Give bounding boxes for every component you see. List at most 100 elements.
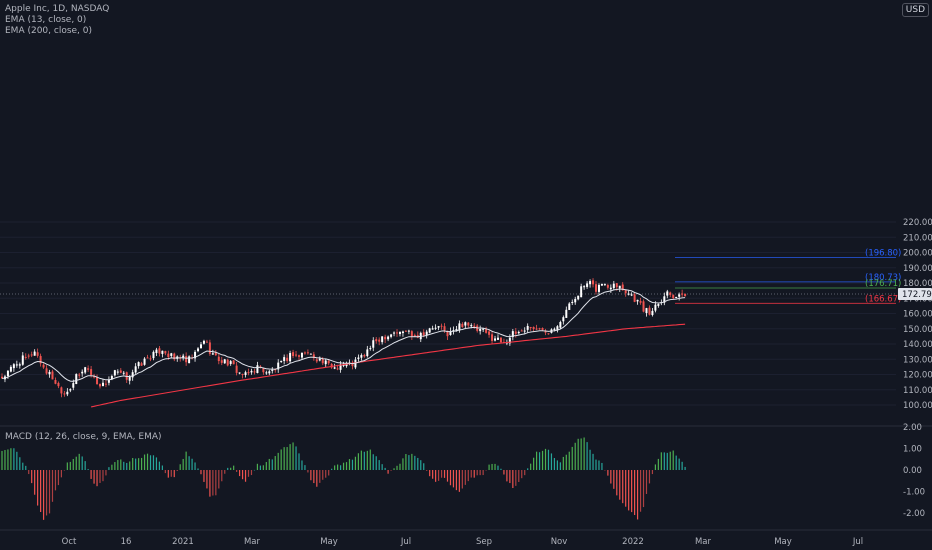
price-tick-label: 210.00 xyxy=(903,233,932,243)
macd-bar xyxy=(351,459,354,470)
macd-bar xyxy=(556,460,558,470)
macd-bar xyxy=(372,454,374,470)
candle-body xyxy=(185,356,188,363)
macd-bar xyxy=(313,470,315,484)
macd-bar xyxy=(366,450,368,470)
candle-body xyxy=(253,371,256,373)
candle-body xyxy=(286,357,289,361)
macd-bar xyxy=(378,460,380,470)
candle-body xyxy=(636,299,639,302)
macd-bar xyxy=(295,446,297,470)
candle-body xyxy=(116,371,119,373)
candle-body xyxy=(681,293,684,295)
price-tick-label: 200.00 xyxy=(903,249,932,259)
candle-body xyxy=(422,332,425,336)
macd-bar xyxy=(494,463,496,470)
macd-bar xyxy=(470,470,472,478)
macd-bar xyxy=(405,453,407,470)
candle-body xyxy=(621,284,624,291)
symbol-legend[interactable]: Apple Inc, 1D, NASDAQ EMA (13, close, 0)… xyxy=(5,4,109,37)
level-label: (166.67) xyxy=(865,294,901,304)
candle-body xyxy=(657,304,660,306)
macd-legend[interactable]: MACD (12, 26, close, 9, EMA, EMA) xyxy=(5,432,162,442)
macd-bar xyxy=(126,462,128,470)
candle-body xyxy=(413,335,416,337)
candle-body xyxy=(167,353,170,357)
macd-bar xyxy=(636,470,639,520)
macd-bar xyxy=(212,470,214,496)
price-tick-label: 220.00 xyxy=(903,218,932,228)
candle-body xyxy=(508,337,511,344)
candle-body xyxy=(244,372,247,375)
macd-bar xyxy=(393,468,395,470)
macd-bar xyxy=(420,460,422,470)
macd-bar xyxy=(381,464,383,470)
price-axis[interactable]: 100.00 110.00 120.00 130.00 140.00 150.00 160.… xyxy=(898,218,932,411)
macd-bar xyxy=(170,470,172,477)
symbol-title[interactable]: Apple Inc, 1D, NASDAQ xyxy=(5,4,110,14)
macd-bar xyxy=(75,456,77,470)
macd-bar xyxy=(51,470,54,502)
candle-body xyxy=(99,383,102,387)
macd-bar xyxy=(328,470,330,476)
candle-body xyxy=(372,340,375,348)
candle-body xyxy=(434,327,437,329)
macd-bar xyxy=(660,452,662,470)
macd-bar xyxy=(22,462,24,470)
macd-bar xyxy=(396,465,398,470)
macd-bar xyxy=(206,470,208,489)
candle-body xyxy=(336,368,339,370)
candle-body xyxy=(229,361,232,364)
candle-body xyxy=(586,283,589,287)
macd-bar xyxy=(28,470,30,475)
macd-bar xyxy=(227,467,229,470)
macd-bar xyxy=(182,458,184,470)
ema13-legend[interactable]: EMA (13, close, 0) xyxy=(5,15,87,25)
ema-13-line xyxy=(1,288,686,382)
macd-bar xyxy=(292,442,294,470)
candle-body xyxy=(211,353,214,355)
candle-body xyxy=(393,332,396,334)
macd-bar xyxy=(435,470,437,482)
candle-body xyxy=(577,295,580,300)
macd-bar xyxy=(625,470,627,507)
macd-bar xyxy=(458,470,460,492)
candle-body xyxy=(298,355,300,357)
time-axis[interactable]: Oct 16 2021 Mar May Jul Sep Nov 2022 Mar May Jul xyxy=(0,529,932,547)
time-tick-label: Nov xyxy=(551,537,568,547)
candle-body xyxy=(197,348,200,352)
candle-body xyxy=(182,355,185,359)
macd-axis[interactable]: 2.00 1.00 0.00 -1.00 -2.00 xyxy=(903,423,925,519)
macd-bar xyxy=(233,465,235,470)
candle-body xyxy=(194,351,197,359)
candle-body xyxy=(134,366,137,373)
candle-body xyxy=(232,360,235,365)
macd-bar xyxy=(123,461,125,470)
macd-bar xyxy=(48,470,51,514)
macd-bar xyxy=(140,457,143,470)
macd-bar xyxy=(164,470,166,474)
ema200-legend[interactable]: EMA (200, close, 0) xyxy=(5,26,93,36)
candle-body xyxy=(143,358,146,365)
macd-bar xyxy=(236,470,238,472)
macd-bar xyxy=(571,446,573,470)
macd-tick-label: -2.00 xyxy=(903,509,925,519)
macd-bar xyxy=(360,450,362,470)
candle-body xyxy=(387,336,390,340)
candle-body xyxy=(306,352,309,354)
macd-bar xyxy=(491,463,493,470)
currency-badge[interactable]: USD xyxy=(901,3,929,17)
macd-bar xyxy=(669,451,671,470)
candle-body xyxy=(597,284,600,292)
macd-bar xyxy=(586,442,588,470)
macd-bar xyxy=(138,458,140,470)
candle-body xyxy=(449,331,452,335)
macd-bar xyxy=(455,470,458,491)
macd-bar xyxy=(283,447,285,470)
macd-bar xyxy=(503,470,505,475)
time-tick-label: May xyxy=(774,537,792,547)
macd-bar xyxy=(310,470,312,481)
macd-bar xyxy=(158,461,161,470)
candle-body xyxy=(69,389,72,391)
